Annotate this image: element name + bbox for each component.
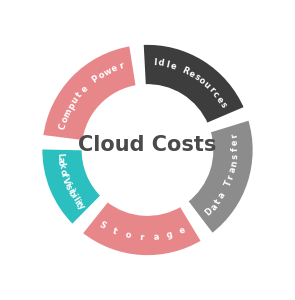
Text: f: f	[231, 148, 240, 152]
Text: t: t	[75, 90, 84, 99]
Text: S: S	[98, 220, 107, 231]
Text: I: I	[153, 58, 157, 67]
Text: e: e	[214, 95, 224, 105]
Text: u: u	[201, 80, 212, 91]
Text: r: r	[226, 173, 236, 180]
Text: s: s	[192, 72, 201, 82]
Text: R: R	[181, 65, 190, 76]
Text: V: V	[60, 177, 71, 186]
Wedge shape	[186, 118, 254, 235]
Text: c: c	[56, 159, 65, 166]
Text: k: k	[56, 162, 66, 169]
Text: a: a	[153, 232, 159, 242]
Text: a: a	[217, 191, 227, 200]
Text: a: a	[228, 167, 238, 174]
Text: a: a	[209, 202, 219, 212]
Text: t: t	[111, 226, 118, 236]
Text: i: i	[62, 181, 72, 188]
Text: C: C	[58, 123, 68, 131]
Text: Cloud Costs: Cloud Costs	[78, 135, 217, 155]
Text: i: i	[68, 192, 78, 200]
Text: p: p	[66, 102, 77, 111]
Text: d: d	[157, 58, 165, 68]
Text: l: l	[165, 60, 170, 69]
Text: o: o	[60, 116, 71, 124]
Text: e: e	[186, 69, 196, 79]
Text: i: i	[65, 187, 74, 194]
Text: o: o	[124, 230, 132, 241]
Text: t: t	[214, 197, 223, 206]
Wedge shape	[81, 200, 203, 257]
Wedge shape	[41, 148, 102, 226]
Text: P: P	[91, 74, 101, 85]
Text: u: u	[70, 95, 81, 105]
Text: e: e	[178, 225, 187, 236]
Text: g: g	[165, 230, 173, 240]
Text: e: e	[230, 139, 240, 146]
Wedge shape	[142, 43, 246, 125]
Text: i: i	[72, 198, 81, 205]
Text: f: f	[59, 172, 68, 178]
Text: e: e	[79, 84, 90, 94]
Text: w: w	[103, 66, 114, 77]
Wedge shape	[42, 44, 137, 142]
Text: b: b	[66, 188, 77, 198]
Circle shape	[86, 88, 209, 212]
Text: a: a	[55, 156, 65, 163]
Text: r: r	[140, 233, 144, 242]
Text: e: e	[110, 63, 119, 74]
Text: m: m	[62, 107, 74, 119]
Text: e: e	[169, 61, 178, 71]
Text: o: o	[197, 76, 207, 86]
Text: t: t	[74, 200, 83, 208]
Text: r: r	[206, 85, 216, 94]
Text: s: s	[63, 183, 73, 191]
Text: c: c	[210, 90, 220, 99]
Text: y: y	[76, 202, 86, 212]
Text: n: n	[229, 160, 239, 167]
Text: l: l	[70, 195, 79, 202]
Text: s: s	[230, 154, 240, 159]
Text: T: T	[223, 179, 234, 188]
Text: o: o	[58, 168, 68, 176]
Text: L: L	[55, 153, 65, 159]
Text: r: r	[118, 61, 125, 71]
Text: D: D	[204, 206, 215, 218]
Text: r: r	[229, 133, 239, 139]
Text: o: o	[97, 70, 106, 81]
Text: s: s	[218, 101, 228, 110]
